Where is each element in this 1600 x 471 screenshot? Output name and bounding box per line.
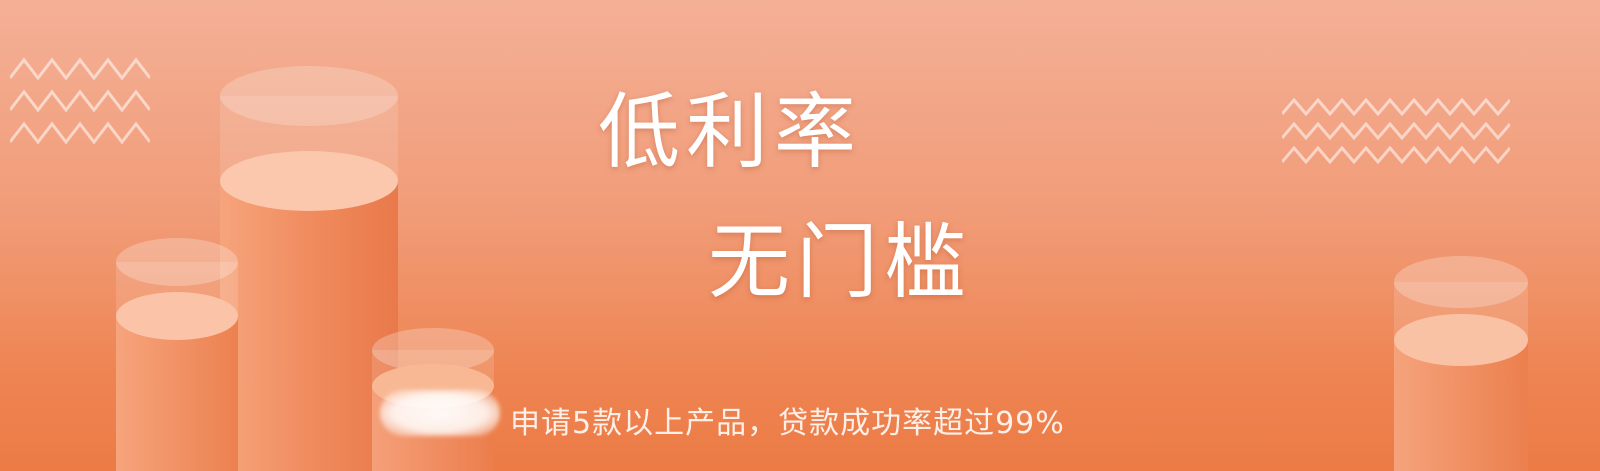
short-cylinder-right (1394, 256, 1530, 471)
left-zigzag-pattern (10, 48, 150, 158)
headline-line-1: 低利率 (598, 92, 862, 174)
redacted-brand-mark (380, 390, 500, 436)
subtitle-text: 申请5款以上产品，贷款成功率超过99% (510, 398, 1065, 442)
headline-line-2: 无门槛 (708, 222, 972, 304)
right-zigzag-pattern (1282, 92, 1510, 172)
short-cylinder-left (116, 238, 240, 471)
